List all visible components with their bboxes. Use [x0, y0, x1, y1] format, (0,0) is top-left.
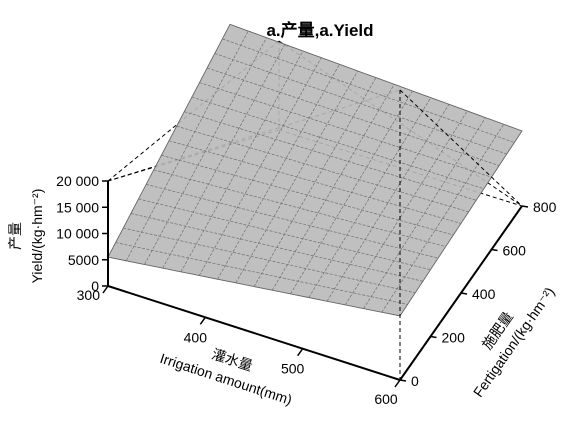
chart-title: a.产量,a.Yield [266, 20, 373, 40]
z-tick-label: 20 000 [56, 173, 99, 189]
x-tick-mark [200, 317, 205, 324]
z-tick-label: 10 000 [56, 226, 99, 242]
x-tick-mark [395, 380, 400, 387]
y-tick-label: 600 [503, 243, 527, 259]
surface-fill [108, 24, 522, 316]
y-tick-mark [400, 380, 406, 381]
y-tick-label: 800 [533, 199, 557, 215]
x-tick-label: 300 [77, 287, 101, 303]
z-axis-label-cn: 产量 [7, 222, 23, 250]
x-tick-label: 500 [281, 361, 305, 377]
x-tick-mark [103, 286, 108, 293]
y-tick-label: 0 [411, 373, 419, 389]
yield-surface [108, 24, 522, 316]
y-tick-label: 400 [472, 286, 496, 302]
y-tick-mark [492, 250, 498, 251]
y-tick-mark [522, 206, 528, 207]
y-tick-label: 200 [442, 330, 466, 346]
x-axis-label: 灌水量 Irrigation amount(mm) [158, 331, 300, 408]
z-tick-label: 15 000 [56, 199, 99, 215]
x-tick-mark [298, 349, 303, 356]
z-axis-label-en: Yield/(kg·hm⁻²) [29, 189, 45, 284]
y-tick-mark [431, 337, 437, 338]
x-tick-label: 400 [184, 329, 208, 345]
y-axis-label: 施肥量 Fertigation/(kg·hm⁻²) [453, 273, 557, 400]
z-tick-label: 5000 [68, 252, 99, 268]
z-axis-label: 产量 Yield/(kg·hm⁻²) [7, 189, 45, 284]
y-tick-mark [461, 293, 467, 294]
x-tick-label: 600 [374, 391, 398, 407]
